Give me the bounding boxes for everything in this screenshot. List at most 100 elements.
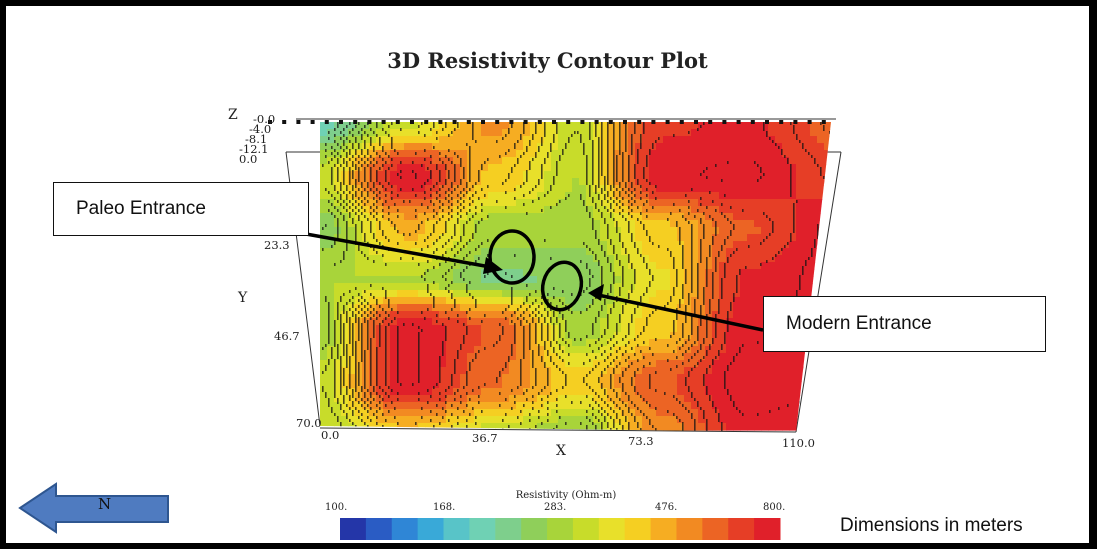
surface-cell [677,248,685,256]
contour-segment [631,209,633,212]
surface-cell [621,241,629,249]
surface-cell [593,248,601,256]
surface-cell [684,234,692,242]
surface-cell [684,178,692,186]
surface-cell [320,157,328,165]
surface-cell [453,206,461,214]
surface-cell [782,423,790,431]
surface-cell [355,423,363,431]
contour-segment [361,200,363,203]
surface-cell [320,332,328,340]
contour-segment [337,167,339,170]
surface-cell [544,227,552,235]
surface-cell [740,199,748,207]
contour-segment [532,158,534,161]
contour-segment [619,239,621,242]
contour-segment [343,206,345,209]
contour-segment [628,164,630,167]
surface-cell [474,150,482,158]
surface-cell [481,353,489,361]
contour-segment [349,152,351,155]
surface-cell [607,192,615,200]
contour-segment [715,263,717,266]
surface-cell [663,332,671,340]
surface-cell [796,227,804,235]
surface-cell [341,325,349,333]
surface-cell [488,360,496,368]
contour-segment [613,137,615,140]
surface-cell [677,164,685,172]
surface-cell [663,297,671,305]
surface-cell [544,157,552,165]
contour-segment [370,176,372,179]
surface-cell [523,122,531,130]
surface-cell [516,290,524,298]
contour-segment [733,299,735,302]
surface-cell [705,402,713,410]
surface-cell [334,241,342,249]
contour-segment [688,221,690,224]
surface-cell [390,150,398,158]
contour-segment [481,203,483,206]
surface-cell [789,171,797,179]
contour-segment [634,188,636,191]
contour-segment [625,128,627,131]
contour-segment [529,167,531,170]
surface-cell [796,255,804,263]
surface-cell [502,304,510,312]
surface-cell [495,374,503,382]
surface-cell [691,360,699,368]
surface-cell [404,360,412,368]
surface-cell [705,388,713,396]
contour-segment [385,311,387,314]
contour-segment [712,242,714,245]
surface-cell [495,122,503,130]
surface-cell [439,227,447,235]
surface-cell [705,234,713,242]
surface-cell [677,136,685,144]
surface-cell [530,136,538,144]
surface-cell [642,157,650,165]
surface-cell [663,304,671,312]
surface-cell [376,367,384,375]
surface-cell [397,122,405,130]
surface-cell [341,311,349,319]
surface-cell [495,164,503,172]
surface-cell [348,164,356,172]
surface-cell [551,122,559,130]
surface-cell [411,227,419,235]
surface-cell [768,248,776,256]
contour-segment [361,134,363,137]
contour-segment [697,296,699,299]
surface-cell [474,409,482,417]
surface-cell [649,409,657,417]
surface-cell [530,304,538,312]
contour-segment [460,197,462,200]
contour-segment [718,302,720,305]
contour-segment [712,296,714,299]
contour-segment [532,137,534,140]
contour-segment [610,212,612,215]
surface-cell [670,248,678,256]
surface-cell [824,269,831,277]
contour-segment [334,215,336,218]
contour-segment [736,284,738,287]
contour-segment [349,158,351,161]
surface-cell [425,353,433,361]
contour-segment [589,122,591,125]
surface-cell [747,276,755,284]
contour-segment [346,188,348,191]
contour-segment [349,299,351,302]
contour-segment [730,302,732,305]
contour-segment [370,137,372,140]
surface-cell [537,318,545,326]
surface-cell [341,255,349,263]
surface-cell [586,346,594,354]
contour-segment [829,131,831,134]
surface-cell [607,220,615,228]
contour-segment [772,230,774,233]
surface-cell [376,318,384,326]
surface-cell [481,290,489,298]
surface-cell [460,304,468,312]
surface-cell [705,283,713,291]
